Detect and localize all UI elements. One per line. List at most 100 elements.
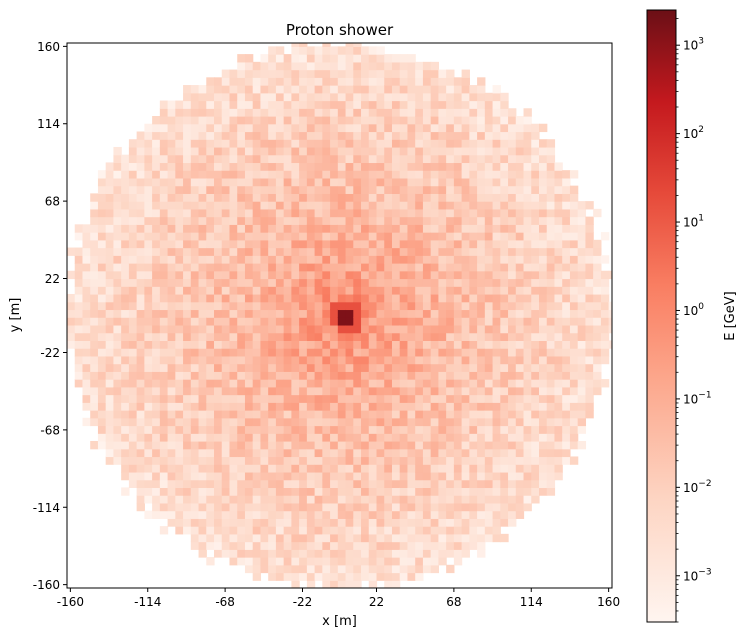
- heatmap-cell: [546, 162, 556, 171]
- heatmap-cell: [90, 402, 99, 411]
- heatmap-cell: [183, 224, 192, 233]
- heatmap-cell: [515, 410, 525, 419]
- heatmap-cell: [430, 317, 440, 326]
- heatmap-cell: [306, 54, 316, 63]
- heatmap-cell: [306, 448, 316, 458]
- heatmap-cell: [252, 317, 262, 326]
- heatmap-cell: [484, 464, 494, 473]
- heatmap-cell: [469, 255, 478, 264]
- heatmap-cell: [415, 278, 424, 287]
- heatmap-cell: [121, 402, 130, 411]
- heatmap-cell: [484, 363, 494, 372]
- heatmap-cell: [330, 464, 339, 473]
- heatmap-cell: [268, 386, 277, 396]
- heatmap-cell: [322, 417, 331, 427]
- heatmap-cell: [82, 332, 91, 341]
- heatmap-cell: [268, 564, 277, 574]
- heatmap-cell: [136, 371, 145, 380]
- heatmap-cell: [430, 526, 440, 535]
- heatmap-cell: [136, 270, 145, 280]
- heatmap-cell: [221, 363, 231, 372]
- heatmap-cell: [508, 464, 517, 473]
- heatmap-cell: [144, 263, 153, 272]
- heatmap-cell: [368, 239, 378, 249]
- heatmap-cell: [183, 471, 192, 481]
- heatmap-cell: [229, 324, 238, 334]
- heatmap-cell: [260, 394, 269, 403]
- heatmap-cell: [337, 139, 347, 148]
- heatmap-cell: [484, 208, 494, 218]
- heatmap-cell: [252, 131, 262, 140]
- heatmap-cell: [384, 440, 393, 450]
- heatmap-cell: [291, 572, 300, 581]
- heatmap-cell: [391, 410, 401, 419]
- heatmap-cell: [221, 170, 231, 179]
- heatmap-cell: [508, 139, 517, 148]
- heatmap-cell: [105, 425, 115, 434]
- heatmap-cell: [244, 471, 254, 481]
- heatmap-cell: [508, 170, 517, 179]
- heatmap-cell: [229, 402, 238, 411]
- heatmap-cell: [500, 510, 509, 519]
- heatmap-cell: [469, 263, 478, 272]
- heatmap-cell: [484, 448, 494, 458]
- heatmap-cell: [337, 549, 347, 558]
- heatmap-cell: [500, 471, 509, 481]
- heatmap-cell: [283, 177, 292, 187]
- heatmap-cell: [322, 549, 331, 558]
- heatmap-cell: [82, 340, 91, 349]
- heatmap-cell: [461, 518, 470, 527]
- heatmap-cell: [90, 332, 99, 341]
- heatmap-cell: [492, 533, 501, 543]
- heatmap-cell: [322, 263, 331, 272]
- heatmap-cell: [330, 193, 339, 202]
- heatmap-cell: [523, 185, 532, 194]
- heatmap-cell: [306, 433, 316, 442]
- heatmap-cell: [175, 417, 184, 427]
- heatmap-cell: [330, 309, 339, 318]
- y-tick-label: -22: [40, 346, 60, 360]
- heatmap-cell: [283, 123, 292, 133]
- heatmap-cell: [391, 448, 401, 458]
- heatmap-cell: [136, 379, 145, 388]
- heatmap-cell: [198, 448, 207, 458]
- heatmap-cell: [306, 533, 316, 543]
- heatmap-cell: [546, 332, 556, 341]
- heatmap-cell: [206, 340, 215, 349]
- heatmap-cell: [461, 394, 470, 403]
- heatmap-cell: [183, 526, 192, 535]
- heatmap-cell: [430, 479, 440, 489]
- heatmap-cell: [299, 46, 308, 55]
- heatmap-cell: [260, 448, 269, 458]
- heatmap-cell: [554, 185, 563, 194]
- heatmap-cell: [128, 216, 138, 225]
- heatmap-cell: [183, 278, 192, 287]
- heatmap-cell: [531, 440, 540, 450]
- heatmap-cell: [353, 410, 362, 419]
- heatmap-cell: [175, 185, 184, 194]
- heatmap-cell: [508, 332, 517, 341]
- heatmap-cell: [244, 69, 254, 78]
- heatmap-cell: [515, 386, 525, 396]
- heatmap-cell: [260, 108, 269, 117]
- heatmap-cell: [391, 208, 401, 218]
- heatmap-cell: [569, 278, 579, 287]
- heatmap-cell: [391, 100, 401, 109]
- heatmap-cell: [268, 317, 277, 326]
- heatmap-cell: [508, 185, 517, 194]
- heatmap-cell: [206, 146, 215, 156]
- heatmap-cell: [330, 232, 339, 241]
- heatmap-cell: [229, 232, 238, 241]
- heatmap-cell: [461, 154, 470, 164]
- heatmap-cell: [237, 85, 246, 94]
- heatmap-cell: [214, 456, 223, 465]
- heatmap-cell: [546, 448, 556, 458]
- heatmap-cell: [330, 100, 339, 109]
- heatmap-cell: [175, 263, 184, 272]
- heatmap-cell: [221, 77, 231, 86]
- heatmap-cell: [159, 464, 169, 473]
- heatmap-cell: [492, 123, 501, 133]
- heatmap-cell: [283, 216, 292, 225]
- heatmap-cell: [275, 464, 285, 473]
- heatmap-cell: [492, 255, 501, 264]
